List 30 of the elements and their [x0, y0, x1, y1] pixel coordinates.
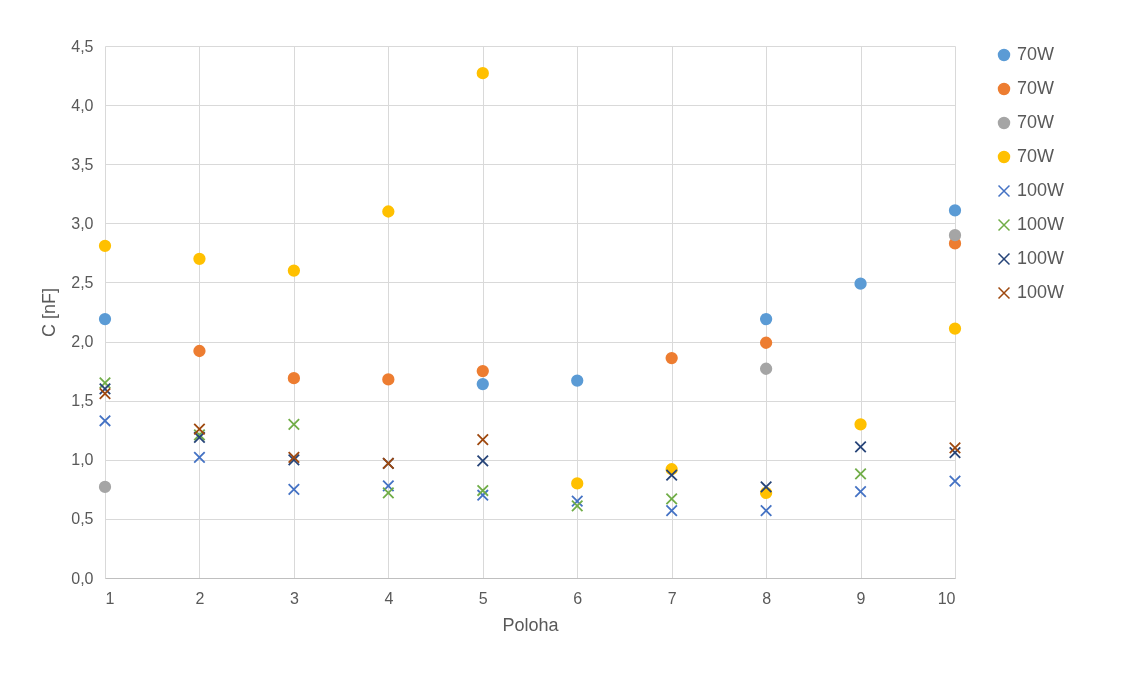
y-tick-label: 3,0	[71, 214, 94, 232]
x-tick-label: 3	[289, 589, 299, 607]
y-tick-label: 2,5	[71, 273, 94, 291]
legend-label: 70W	[1017, 112, 1055, 132]
y-tick-label: 1,0	[71, 451, 94, 469]
x-tick-label: 7	[667, 589, 677, 607]
x-tick-label: 4	[384, 589, 394, 607]
x-tick-label: 6	[573, 589, 583, 607]
y-tick-label: 0,0	[71, 569, 94, 587]
x-tick-label: 1	[105, 589, 115, 607]
legend-label: 100W	[1017, 282, 1065, 302]
y-tick-label: 2,0	[71, 333, 94, 351]
x-tick-label: 5	[478, 589, 488, 607]
legend-label: 100W	[1017, 180, 1065, 200]
legend-label: 70W	[1017, 44, 1055, 64]
y-tick-label: 4,0	[71, 96, 94, 114]
x-tick-label: 8	[762, 589, 772, 607]
y-tick-label: 4,5	[71, 37, 94, 55]
legend-label: 70W	[1017, 146, 1055, 166]
x-tick-label: 10	[937, 589, 956, 607]
y-tick-label: 1,5	[71, 392, 94, 410]
x-axis-title: Poloha	[502, 614, 560, 635]
y-tick-label: 3,5	[71, 155, 94, 173]
y-tick-label: 0,5	[71, 510, 94, 528]
legend-label: 100W	[1017, 248, 1065, 268]
y-axis-title: C [nF]	[39, 287, 60, 338]
legend-label: 100W	[1017, 214, 1065, 234]
x-tick-label: 9	[856, 589, 866, 607]
legend-label: 70W	[1017, 78, 1055, 98]
x-tick-label: 2	[195, 589, 205, 607]
